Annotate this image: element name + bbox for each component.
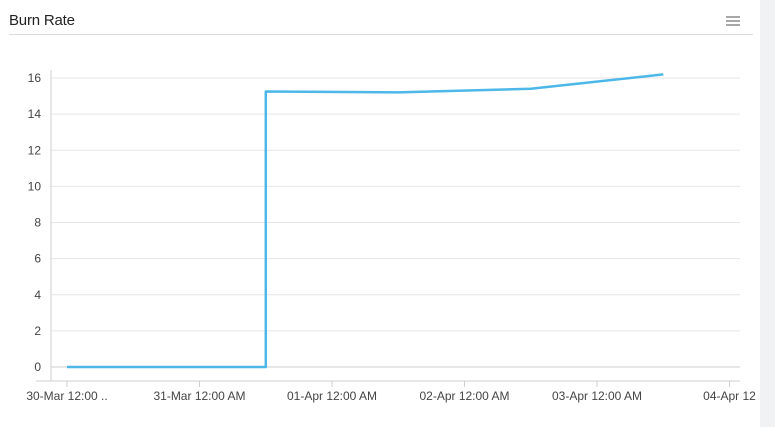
hamburger-menu-icon[interactable]	[726, 16, 740, 27]
y-tick-label: 4	[34, 288, 41, 302]
x-tick-label: 01-Apr 12:00 AM	[287, 389, 377, 403]
x-tick-label: 30-Mar 12:00 ..	[26, 389, 107, 403]
widget-title: Burn Rate	[9, 12, 75, 29]
x-tick-label: 04-Apr 12	[703, 389, 756, 403]
y-tick-label: 10	[28, 179, 42, 193]
scrollbar-track[interactable]	[760, 0, 775, 427]
y-tick-label: 0	[34, 360, 41, 374]
x-tick-label: 03-Apr 12:00 AM	[552, 389, 642, 403]
series-line-0	[67, 73, 664, 369]
y-tick-label: 16	[28, 71, 42, 85]
y-tick-label: 8	[34, 216, 41, 230]
y-tick-label: 6	[34, 252, 41, 266]
x-tick-label: 31-Mar 12:00 AM	[153, 389, 245, 403]
y-tick-label: 2	[34, 324, 41, 338]
x-tick-label: 02-Apr 12:00 AM	[419, 389, 509, 403]
y-tick-label: 12	[28, 143, 42, 157]
y-tick-label: 14	[28, 107, 42, 121]
widget-header: Burn Rate	[9, 0, 753, 35]
